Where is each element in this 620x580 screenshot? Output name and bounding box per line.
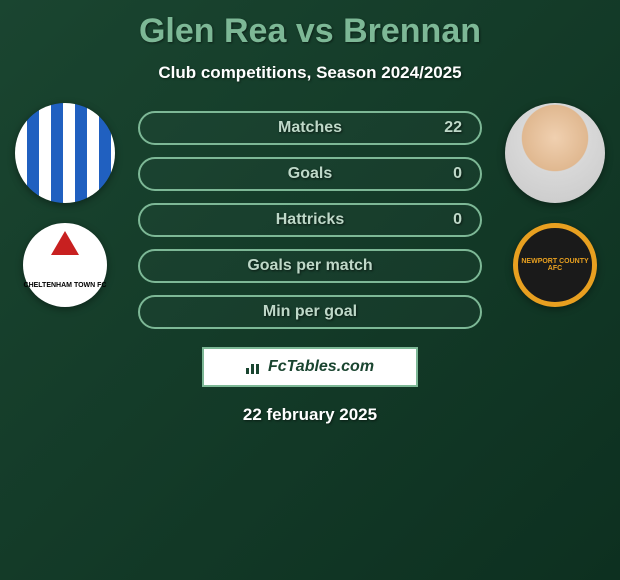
page-title: Glen Rea vs Brennan — [0, 0, 620, 51]
left-player-avatar — [15, 103, 115, 203]
stats-column: Matches 22 Goals 0 Hattricks 0 Goals per… — [120, 111, 500, 329]
stat-right-value: 0 — [453, 165, 462, 183]
left-club-badge: CHELTENHAM TOWN FC — [23, 223, 107, 307]
stat-label: Goals — [288, 165, 332, 183]
stat-row-matches: Matches 22 — [138, 111, 482, 145]
brand-text: FcTables.com — [268, 358, 374, 376]
right-club-name: NEWPORT COUNTY AFC — [518, 258, 592, 272]
right-club-badge: NEWPORT COUNTY AFC — [513, 223, 597, 307]
date-text: 22 february 2025 — [0, 405, 620, 425]
subtitle: Club competitions, Season 2024/2025 — [0, 63, 620, 83]
stat-row-hattricks: Hattricks 0 — [138, 203, 482, 237]
comparison-area: CHELTENHAM TOWN FC Matches 22 Goals 0 Ha… — [0, 103, 620, 329]
stat-row-min-per-goal: Min per goal — [138, 295, 482, 329]
stat-label: Matches — [278, 119, 342, 137]
left-club-name: CHELTENHAM TOWN FC — [24, 282, 107, 289]
stat-label: Min per goal — [263, 303, 357, 321]
right-player-column: NEWPORT COUNTY AFC — [500, 103, 610, 307]
stat-label: Hattricks — [276, 211, 344, 229]
stat-right-value: 22 — [444, 119, 462, 137]
stat-row-goals-per-match: Goals per match — [138, 249, 482, 283]
stat-label: Goals per match — [247, 257, 372, 275]
right-player-avatar — [505, 103, 605, 203]
chart-icon — [246, 360, 264, 374]
brand-box: FcTables.com — [202, 347, 418, 387]
stat-right-value: 0 — [453, 211, 462, 229]
left-player-column: CHELTENHAM TOWN FC — [10, 103, 120, 307]
stat-row-goals: Goals 0 — [138, 157, 482, 191]
